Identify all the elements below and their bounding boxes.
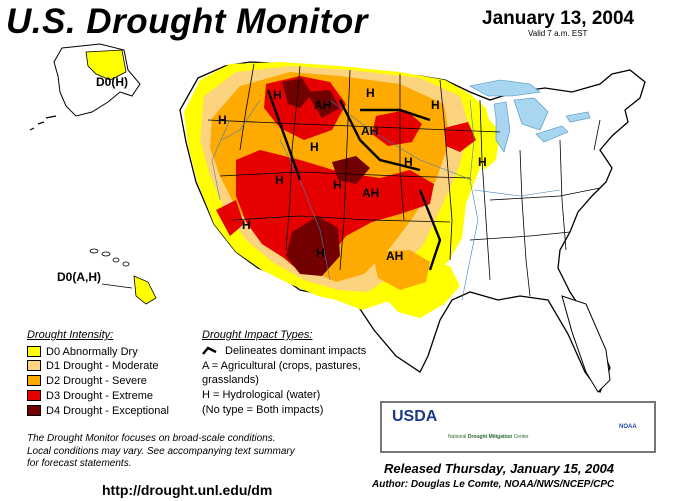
legend-swatch xyxy=(27,360,41,371)
alaska-d0 xyxy=(85,49,127,81)
map-title: U.S. Drought Monitor xyxy=(6,2,368,41)
noaa-logo-text: NOAA xyxy=(619,424,637,430)
legend-title: Drought Intensity: xyxy=(27,329,114,341)
impact-agricultural: A = Agricultural (crops, pastures, xyxy=(202,360,361,372)
legend-item-d1: D1 Drought - Moderate xyxy=(27,359,159,372)
d3-area-wi xyxy=(444,122,476,152)
impact-code: H xyxy=(242,218,251,232)
impact-code: H xyxy=(366,86,375,100)
d4-area-north xyxy=(282,78,312,108)
d4-area-co xyxy=(332,156,370,184)
impact-code: H xyxy=(275,173,284,187)
hawaii-leader xyxy=(101,283,133,289)
alaska-chain xyxy=(29,115,57,131)
lake-huron xyxy=(513,97,549,131)
ndmc-text-3: Center xyxy=(513,434,529,440)
release-date: Released Thursday, January 15, 2004 xyxy=(384,461,615,476)
d4-area-wyo xyxy=(306,90,340,118)
impact-types-title: Drought Impact Types: xyxy=(202,329,313,341)
impact-code: AH xyxy=(362,186,380,200)
impact-code: H xyxy=(310,140,319,154)
legend-swatch xyxy=(27,405,41,416)
legend-item-d0: D0 Abnormally Dry xyxy=(27,345,138,358)
legend-label: D4 Drought - Exceptional xyxy=(46,404,169,417)
d3-area-cal xyxy=(216,200,244,236)
impact-both: (No type = Both impacts) xyxy=(202,404,324,416)
alaska-label: D0(H) xyxy=(96,75,128,89)
map-date: January 13, 2004 xyxy=(482,8,635,29)
lake-superior xyxy=(469,79,541,97)
legend-label: D3 Drought - Extreme xyxy=(46,389,153,402)
impact-agricultural-cont: grasslands) xyxy=(202,374,259,386)
legend-label: D2 Drought - Severe xyxy=(46,374,147,387)
impact-code: AH xyxy=(361,124,379,138)
website-url[interactable]: http://drought.unl.edu/dm xyxy=(102,482,273,498)
d2-area-texas xyxy=(372,250,430,290)
ndmc-text-1: National xyxy=(448,434,467,440)
legend-swatch xyxy=(27,375,41,386)
ndmc-logo-text: National Drought Mitigation Center xyxy=(448,434,529,440)
usda-logo-text: USDA xyxy=(392,408,438,425)
legend-label: D0 Abnormally Dry xyxy=(46,345,138,358)
valid-time: Valid 7 a.m. EST xyxy=(528,29,588,38)
note-line: for forecast statements. xyxy=(27,458,132,469)
rivers xyxy=(211,99,561,301)
legend-label: D1 Drought - Moderate xyxy=(46,359,159,372)
impact-code: AH xyxy=(386,249,404,263)
hawaii xyxy=(89,248,157,305)
disclaimer-note: The Drought Monitor focuses on broad-sca… xyxy=(27,433,357,471)
legend-item-d4: D4 Drought - Exceptional xyxy=(27,404,169,417)
ndmc-text-2: Drought Mitigation xyxy=(467,434,513,440)
impact-code: H xyxy=(273,88,282,102)
lake-erie xyxy=(535,125,569,143)
impact-code: H xyxy=(431,98,440,112)
impact-code: H xyxy=(333,178,342,192)
d3-area-central xyxy=(236,150,434,272)
note-line: The Drought Monitor focuses on broad-sca… xyxy=(27,433,276,444)
impact-boundary-glyph xyxy=(202,346,217,355)
legend-swatch xyxy=(27,390,41,401)
impact-boundary-label: Delineates dominant impacts xyxy=(225,345,367,357)
agency-logos xyxy=(380,401,656,453)
impact-boundaries xyxy=(266,89,442,271)
impact-code: H xyxy=(316,246,325,260)
hawaii-label: D0(A,H) xyxy=(57,270,101,284)
impact-code: H xyxy=(478,155,487,169)
impact-code: H xyxy=(218,113,227,127)
impact-code: AH xyxy=(314,98,332,112)
impact-hydrological: H = Hydrological (water) xyxy=(202,389,321,401)
legend-item-d2: D2 Drought - Severe xyxy=(27,374,147,387)
lake-ontario xyxy=(565,111,591,123)
lake-michigan xyxy=(493,101,511,153)
state-borders xyxy=(207,63,601,297)
author-credit: Author: Douglas Le Comte, NOAA/NWS/NCEP/… xyxy=(372,479,615,490)
impact-code: H xyxy=(404,155,413,169)
legend-swatch xyxy=(27,346,41,357)
legend-item-d3: D3 Drought - Extreme xyxy=(27,389,153,402)
note-line: Local conditions may vary. See accompany… xyxy=(27,445,295,457)
florida xyxy=(561,295,611,393)
